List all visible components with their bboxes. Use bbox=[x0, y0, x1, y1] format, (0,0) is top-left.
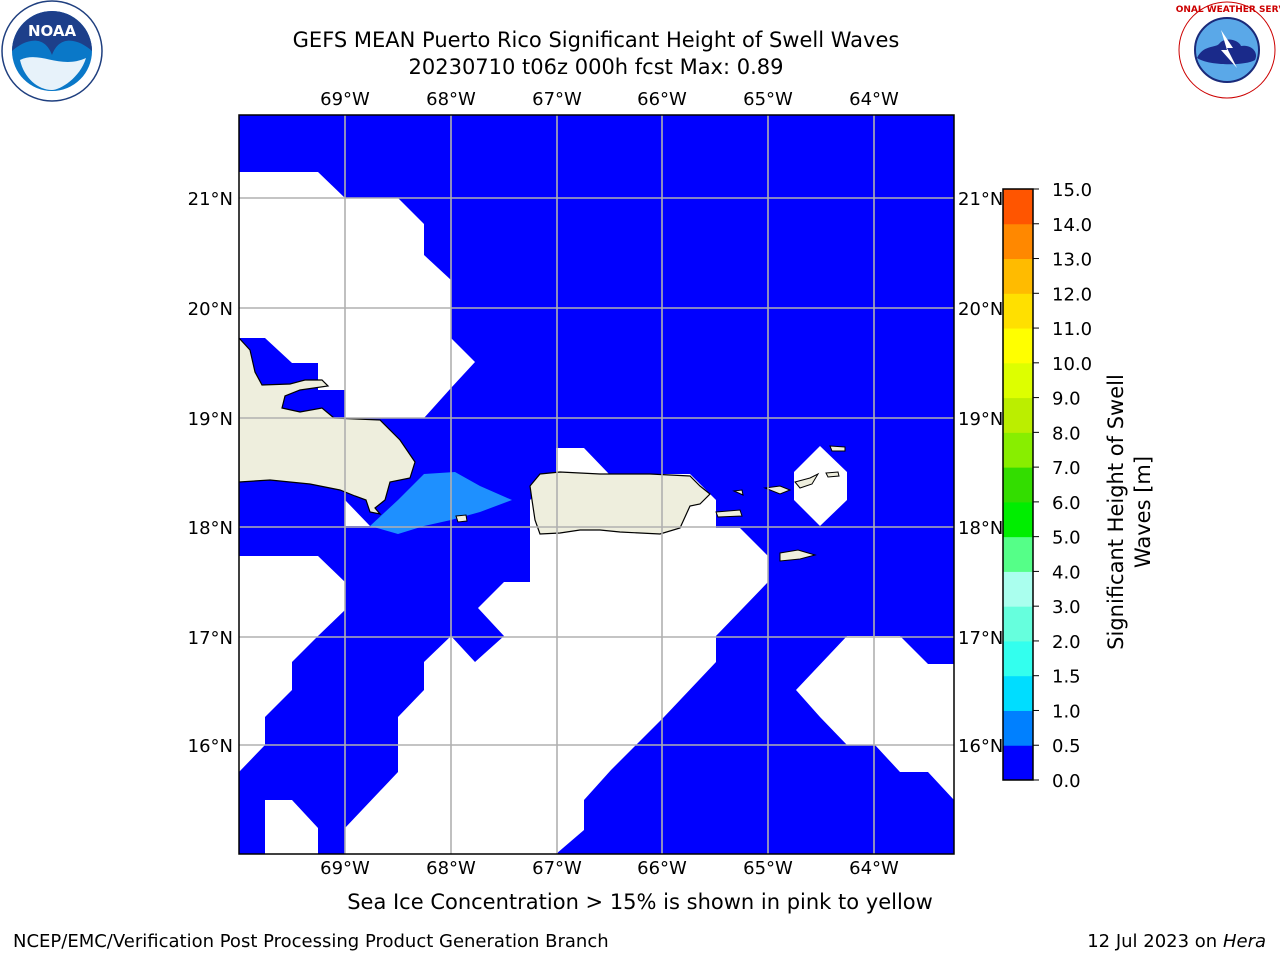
axis-tick-label: 64°W bbox=[849, 858, 899, 879]
colorbar-tick-label: 13.0 bbox=[1052, 250, 1092, 271]
colorbar-segment bbox=[1003, 606, 1033, 642]
footer-branch: NCEP/EMC/Verification Post Processing Pr… bbox=[13, 931, 609, 952]
axis-tick-label: 68°W bbox=[426, 89, 476, 110]
colorbar-segment bbox=[1003, 397, 1033, 433]
axis-tick-label: 64°W bbox=[849, 89, 899, 110]
axis-tick-label: 66°W bbox=[637, 858, 687, 879]
colorbar-segment bbox=[1003, 293, 1033, 329]
island-vieques bbox=[715, 509, 743, 518]
colorbar-segment bbox=[1003, 571, 1033, 607]
colorbar-segment bbox=[1003, 223, 1033, 260]
axis-tick-label: 20°N bbox=[188, 299, 233, 320]
swell-patch-0.5m bbox=[370, 472, 512, 534]
lon-labels-top: 69°W 68°W 67°W 66°W 65°W 64°W bbox=[320, 89, 899, 110]
nws-logo: NATIONAL WEATHER SERVICE bbox=[1175, 1, 1280, 99]
axis-tick-label: 68°W bbox=[426, 858, 476, 879]
axis-tick-label: 16°N bbox=[958, 736, 1003, 757]
noaa-logo: NOAA bbox=[1, 0, 103, 102]
missing-data-region bbox=[239, 500, 370, 526]
chart-subtitle: 20230710 t06z 000h fcst Max: 0.89 bbox=[408, 55, 784, 79]
island-virgin bbox=[763, 485, 792, 495]
axis-tick-label: 19°N bbox=[188, 409, 233, 430]
lat-labels-right: 21°N 20°N 19°N 18°N 17°N 16°N bbox=[958, 189, 1003, 757]
axis-tick-label: 67°W bbox=[532, 89, 582, 110]
missing-data-region bbox=[796, 636, 954, 800]
puerto-rico-land bbox=[529, 471, 711, 535]
colorbar-segment bbox=[1003, 189, 1033, 225]
sea-ice-note: Sea Ice Concentration > 15% is shown in … bbox=[347, 890, 933, 914]
axis-tick-label: 21°N bbox=[188, 189, 233, 210]
colorbar-segment bbox=[1003, 640, 1033, 677]
colorbar-tick-label: 12.0 bbox=[1052, 284, 1092, 305]
axis-tick-label: 16°N bbox=[188, 736, 233, 757]
axis-tick-label: 19°N bbox=[958, 409, 1003, 430]
axis-tick-label: 17°N bbox=[958, 628, 1003, 649]
colorbar-tick-label: 0.5 bbox=[1052, 736, 1081, 757]
island-st-croix bbox=[779, 549, 817, 562]
axis-tick-label: 69°W bbox=[320, 89, 370, 110]
missing-data-region bbox=[265, 800, 318, 854]
island-mona bbox=[455, 514, 468, 523]
colorbar-tick-label: 14.0 bbox=[1052, 215, 1092, 236]
island-virgin bbox=[732, 489, 744, 496]
colorbar-segment bbox=[1003, 501, 1033, 538]
lon-labels-bottom: 69°W 68°W 67°W 66°W 65°W 64°W bbox=[320, 858, 899, 879]
colorbar-tick-label: 7.0 bbox=[1052, 458, 1081, 479]
colorbar-segment bbox=[1003, 675, 1033, 711]
footer-date-text: 12 Jul 2023 on bbox=[1087, 931, 1223, 952]
axis-tick-label: 18°N bbox=[188, 518, 233, 539]
axis-tick-label: 20°N bbox=[958, 299, 1003, 320]
island-virgin bbox=[794, 472, 820, 489]
map-frame bbox=[238, 114, 955, 855]
missing-data-region bbox=[239, 556, 345, 772]
colorbar-tick-label: 6.0 bbox=[1052, 493, 1081, 514]
colorbar-tick-label: 0.0 bbox=[1052, 771, 1081, 792]
colorbar-tick-label: 4.0 bbox=[1052, 562, 1081, 583]
colorbar-tick-label: 15.0 bbox=[1052, 180, 1092, 201]
colorbar-tick-label: 9.0 bbox=[1052, 389, 1081, 410]
colorbar-tick-label: 5.0 bbox=[1052, 528, 1081, 549]
footer-date: 12 Jul 2023 on Hera bbox=[1087, 931, 1266, 952]
colorbar-label: Significant Height of Swell Waves [m] bbox=[1104, 374, 1155, 650]
colorbar-tick-label: 8.0 bbox=[1052, 423, 1081, 444]
chart-title: GEFS MEAN Puerto Rico Significant Height… bbox=[292, 28, 900, 52]
missing-data-region bbox=[556, 800, 584, 854]
colorbar-segment bbox=[1003, 710, 1033, 746]
colorbar-tick-label: 1.0 bbox=[1052, 701, 1081, 722]
noaa-logo-text: NOAA bbox=[28, 22, 77, 40]
hispaniola-land bbox=[239, 337, 416, 515]
axis-tick-label: 67°W bbox=[532, 858, 582, 879]
colorbar-segment bbox=[1003, 745, 1033, 781]
map-area bbox=[239, 115, 954, 854]
colorbar-frame bbox=[1002, 188, 1034, 781]
island-sombrero bbox=[829, 445, 846, 452]
axis-tick-label: 66°W bbox=[637, 89, 687, 110]
colorbar-segment bbox=[1003, 362, 1033, 399]
colorbar-segment bbox=[1003, 467, 1033, 503]
lat-labels-left: 21°N 20°N 19°N 18°N 17°N 16°N bbox=[188, 189, 233, 757]
axis-tick-label: 65°W bbox=[743, 89, 793, 110]
colorbar-tick-label: 2.0 bbox=[1052, 632, 1081, 653]
axis-tick-label: 65°W bbox=[743, 858, 793, 879]
colorbar-tick-label: 3.0 bbox=[1052, 597, 1081, 618]
axis-tick-label: 21°N bbox=[958, 189, 1003, 210]
colorbar-tick-label: 10.0 bbox=[1052, 354, 1092, 375]
colorbar-segment bbox=[1003, 328, 1033, 364]
missing-data-region bbox=[794, 446, 847, 526]
colorbar-tick-label: 1.5 bbox=[1052, 667, 1081, 688]
axis-tick-label: 18°N bbox=[958, 518, 1003, 539]
footer-host: Hera bbox=[1222, 931, 1266, 952]
axis-tick-label: 17°N bbox=[188, 628, 233, 649]
nws-logo-text: NATIONAL WEATHER SERVICE bbox=[1175, 5, 1280, 15]
island-anegada bbox=[825, 471, 840, 478]
colorbar-segment bbox=[1003, 536, 1033, 572]
colorbar-segment bbox=[1003, 432, 1033, 468]
colorbar: 15.0 14.0 13.0 12.0 11.0 10.0 9.0 8.0 7.0 6.0 5.0 4… bbox=[1002, 180, 1092, 792]
gridlines bbox=[239, 115, 954, 854]
missing-data-region bbox=[239, 172, 475, 418]
colorbar-segment bbox=[1003, 258, 1033, 294]
axis-tick-label: 69°W bbox=[320, 858, 370, 879]
colorbar-tick-label: 11.0 bbox=[1052, 319, 1092, 340]
